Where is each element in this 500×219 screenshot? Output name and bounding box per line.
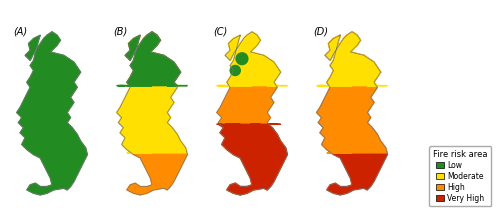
Polygon shape: [116, 32, 188, 195]
Text: (B): (B): [114, 27, 128, 37]
Polygon shape: [316, 32, 388, 153]
Polygon shape: [216, 124, 288, 195]
Polygon shape: [316, 32, 388, 195]
Circle shape: [236, 53, 248, 65]
Text: (C): (C): [214, 27, 228, 37]
Polygon shape: [216, 32, 288, 86]
Circle shape: [230, 65, 240, 76]
Text: (A): (A): [14, 27, 28, 37]
Legend: Low, Moderate, High, Very High: Low, Moderate, High, Very High: [429, 146, 491, 207]
Polygon shape: [116, 86, 188, 153]
Polygon shape: [216, 32, 288, 195]
Polygon shape: [116, 32, 188, 86]
Polygon shape: [16, 32, 88, 195]
Text: (D): (D): [314, 27, 328, 37]
Polygon shape: [316, 32, 388, 86]
